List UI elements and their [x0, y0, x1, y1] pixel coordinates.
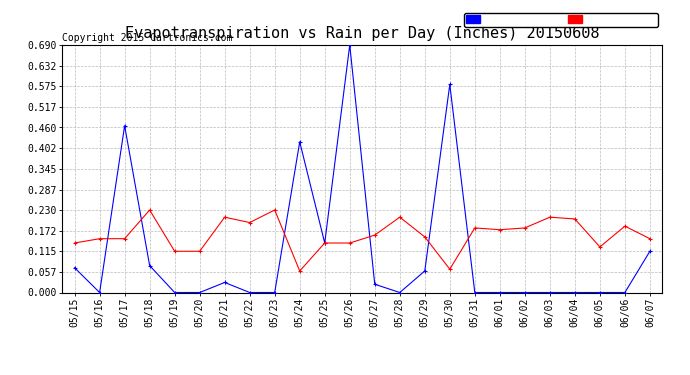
Title: Evapotranspiration vs Rain per Day (Inches) 20150608: Evapotranspiration vs Rain per Day (Inch… — [125, 26, 600, 41]
Legend: Rain  (Inches), ET  (Inches): Rain (Inches), ET (Inches) — [464, 13, 658, 27]
Text: Copyright 2015 Cartronics.com: Copyright 2015 Cartronics.com — [62, 33, 233, 42]
